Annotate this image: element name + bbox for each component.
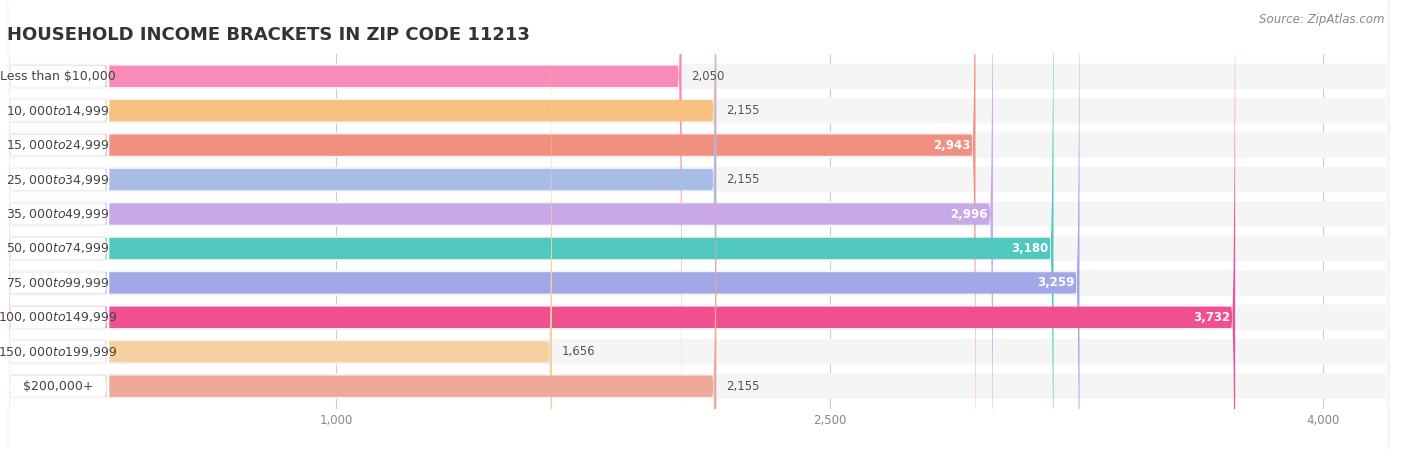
FancyBboxPatch shape [7,0,1389,449]
FancyBboxPatch shape [7,0,110,449]
FancyBboxPatch shape [7,0,1389,449]
Text: 3,180: 3,180 [1011,242,1049,255]
FancyBboxPatch shape [7,0,110,449]
FancyBboxPatch shape [7,0,1389,449]
FancyBboxPatch shape [7,0,1053,449]
Text: 2,050: 2,050 [692,70,725,83]
FancyBboxPatch shape [7,0,110,449]
Text: 2,155: 2,155 [725,173,759,186]
Text: $100,000 to $149,999: $100,000 to $149,999 [0,310,118,324]
FancyBboxPatch shape [7,0,1389,449]
Text: $150,000 to $199,999: $150,000 to $199,999 [0,345,118,359]
Text: $200,000+: $200,000+ [22,380,93,393]
FancyBboxPatch shape [7,0,110,449]
FancyBboxPatch shape [7,0,553,449]
Text: $50,000 to $74,999: $50,000 to $74,999 [6,242,110,255]
Text: $10,000 to $14,999: $10,000 to $14,999 [6,104,110,118]
FancyBboxPatch shape [7,0,1080,449]
FancyBboxPatch shape [7,0,110,449]
FancyBboxPatch shape [7,0,110,449]
Text: 2,943: 2,943 [934,139,970,152]
FancyBboxPatch shape [7,0,682,449]
Text: 2,996: 2,996 [950,207,988,220]
Text: 1,656: 1,656 [562,345,596,358]
FancyBboxPatch shape [7,0,1389,449]
FancyBboxPatch shape [7,0,716,449]
FancyBboxPatch shape [7,0,1234,449]
FancyBboxPatch shape [7,0,1389,449]
Text: Less than $10,000: Less than $10,000 [0,70,115,83]
Text: $15,000 to $24,999: $15,000 to $24,999 [6,138,110,152]
Text: 3,732: 3,732 [1194,311,1230,324]
FancyBboxPatch shape [7,0,1389,449]
FancyBboxPatch shape [7,0,716,449]
FancyBboxPatch shape [7,0,110,449]
Text: HOUSEHOLD INCOME BRACKETS IN ZIP CODE 11213: HOUSEHOLD INCOME BRACKETS IN ZIP CODE 11… [7,26,530,44]
FancyBboxPatch shape [7,0,1389,449]
Text: 3,259: 3,259 [1038,277,1074,290]
FancyBboxPatch shape [7,0,110,449]
Text: Source: ZipAtlas.com: Source: ZipAtlas.com [1260,13,1385,26]
FancyBboxPatch shape [7,0,1389,449]
FancyBboxPatch shape [7,0,110,449]
Text: 2,155: 2,155 [725,104,759,117]
FancyBboxPatch shape [7,0,110,449]
Text: $25,000 to $34,999: $25,000 to $34,999 [6,172,110,187]
Text: $75,000 to $99,999: $75,000 to $99,999 [6,276,110,290]
FancyBboxPatch shape [7,0,716,449]
Text: 2,155: 2,155 [725,380,759,393]
FancyBboxPatch shape [7,0,976,449]
FancyBboxPatch shape [7,0,1389,449]
FancyBboxPatch shape [7,0,993,449]
Text: $35,000 to $49,999: $35,000 to $49,999 [6,207,110,221]
